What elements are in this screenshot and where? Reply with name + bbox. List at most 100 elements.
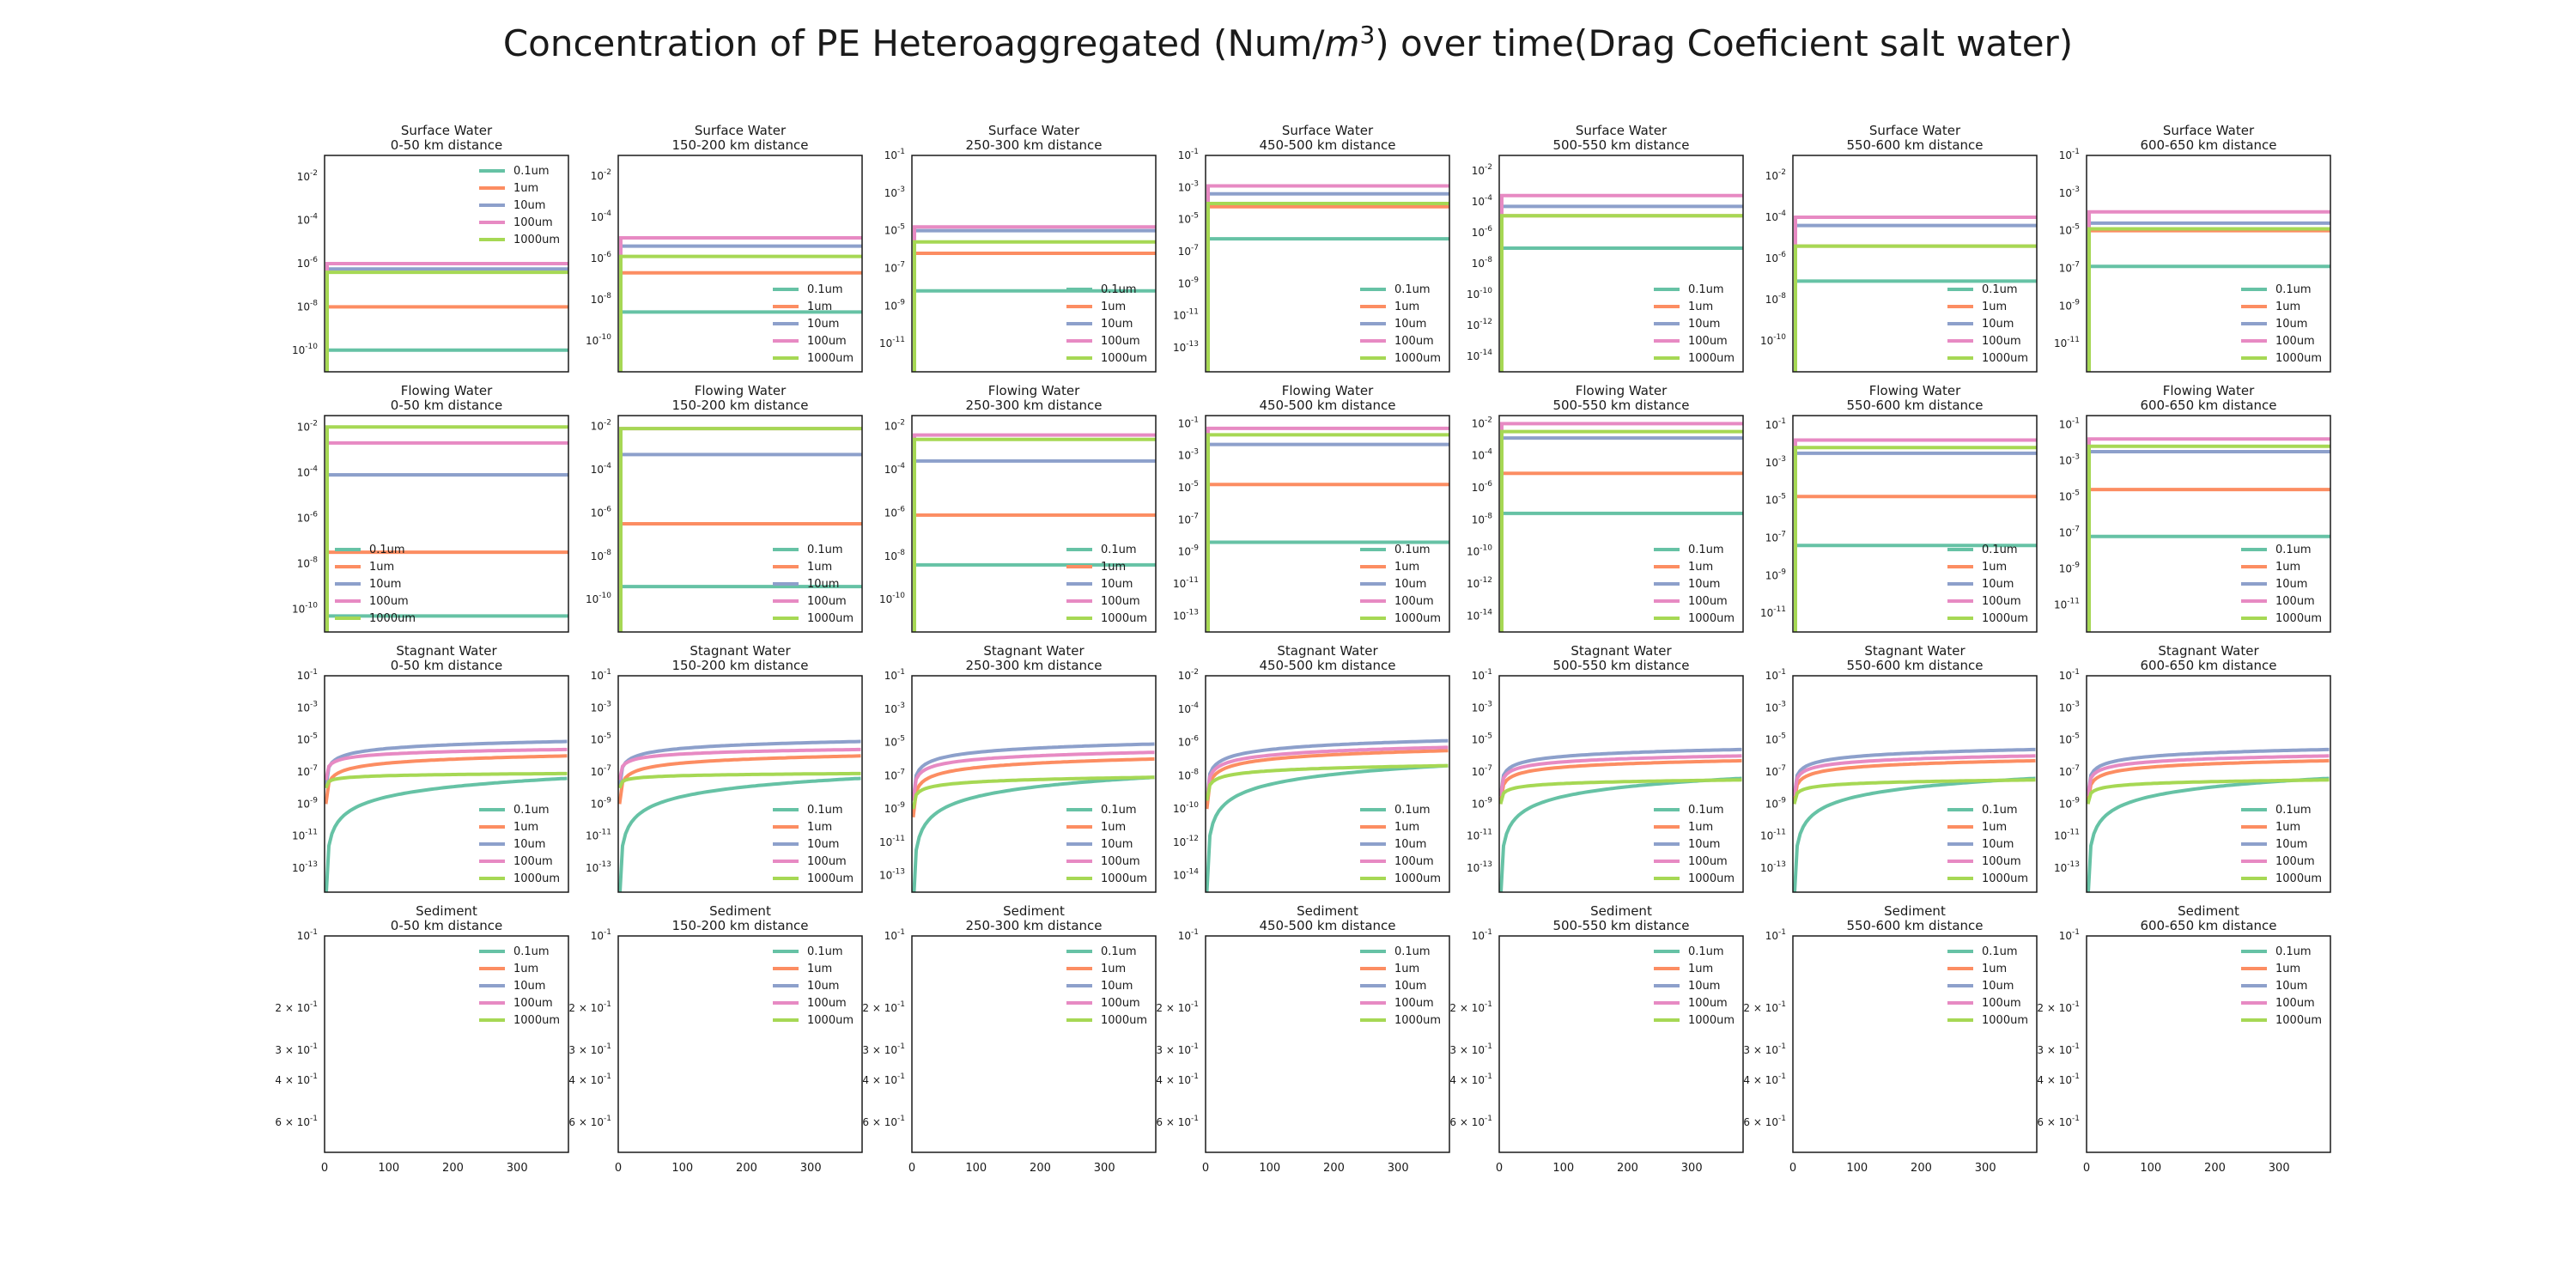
subplot-subtitle: 600-650 km distance: [2140, 918, 2276, 933]
x-tick-label: 300: [2269, 1162, 2290, 1175]
legend-label: 1000um: [1394, 872, 1441, 885]
legend: 0.1um 1um 10um 100um 1000um: [1947, 945, 2028, 1027]
y-tick-label: 2 × 10-1: [862, 1000, 905, 1014]
subplot-title: Surface Water: [1869, 123, 1961, 138]
subplot-subtitle: 150-200 km distance: [671, 398, 808, 413]
series-line-1000um: [618, 254, 862, 372]
y-tick-label: 6 × 10-1: [1156, 1115, 1199, 1128]
legend: 0.1um 1um 10um 100um 1000um: [1947, 283, 2028, 365]
series-line-1000um: [912, 775, 1155, 810]
legend: 0.1um 1um 10um 100um 1000um: [1654, 945, 1735, 1027]
legend-label: 1um: [1394, 561, 1419, 574]
legend-label: 0.1um: [1982, 283, 2018, 296]
legend: 0.1um 1um 10um 100um 1000um: [335, 544, 416, 625]
series-line-100um: [618, 747, 861, 781]
y-tick-label: 10-3: [1472, 700, 1492, 714]
y-tick-label: 10-9: [2059, 562, 2081, 575]
legend: 0.1um 1um 10um 100um 1000um: [1066, 804, 1147, 885]
legend-label: 10um: [513, 980, 545, 993]
legend-label: 100um: [2275, 997, 2315, 1010]
subplot-title: Stagnant Water: [1571, 643, 1672, 659]
series-line-1um: [325, 305, 568, 372]
legend-label: 0.1um: [807, 804, 843, 817]
y-tick-label: 10-5: [1178, 212, 1199, 226]
y-tick-label: 10-1: [297, 668, 318, 682]
series-line-1000um: [1206, 763, 1449, 801]
legend: 0.1um 1um 10um 100um 1000um: [1360, 283, 1441, 365]
legend-label: 1um: [1688, 561, 1713, 574]
y-tick-label: 10-8: [591, 549, 612, 562]
legend: 0.1um 1um 10um 100um 1000um: [1360, 544, 1441, 625]
y-tick-label: 10-1: [1472, 928, 1492, 942]
legend-label: 0.1um: [1688, 283, 1724, 296]
legend-label: 10um: [1688, 838, 1720, 851]
axes-frame: [2086, 675, 2331, 893]
axes-frame: [1498, 935, 1744, 1153]
x-tick-label: 200: [1030, 1162, 1051, 1175]
y-tick-label: 10-1: [1178, 148, 1199, 161]
y-tick-label: 10-11: [1760, 829, 1786, 842]
y-tick-label: 10-5: [1472, 732, 1492, 746]
series-line-1000um: [1499, 778, 1742, 805]
legend-label: 1000um: [1101, 1014, 1147, 1027]
y-tick-label: 10-4: [591, 462, 612, 476]
series-line-100um: [1499, 754, 1742, 797]
subplot-subtitle: 550-600 km distance: [1846, 398, 1983, 413]
legend-label: 1000um: [807, 352, 854, 365]
x-tick-label: 100: [378, 1162, 399, 1175]
x-tick-label: 0: [1496, 1162, 1503, 1175]
legend-label: 1000um: [807, 612, 854, 625]
subplot-title: Flowing Water: [988, 383, 1080, 398]
legend-label: 1um: [513, 963, 538, 975]
x-tick-label: 200: [736, 1162, 757, 1175]
y-tick-label: 10-14: [1173, 868, 1199, 882]
subplot-title: Stagnant Water: [396, 643, 497, 659]
y-tick-label: 10-11: [2054, 336, 2080, 349]
legend-label: 1um: [1101, 963, 1126, 975]
y-tick-label: 10-13: [1467, 860, 1492, 874]
y-tick-label: 10-7: [1765, 530, 1786, 544]
subplot-subtitle: 450-500 km distance: [1259, 918, 1395, 933]
y-tick-label: 2 × 10-1: [1743, 1000, 1786, 1014]
legend-label: 10um: [1101, 838, 1133, 851]
y-tick-label: 10-10: [1467, 287, 1492, 301]
y-tick-label: 10-11: [1173, 308, 1199, 322]
y-tick-label: 10-4: [1472, 448, 1493, 462]
y-tick-label: 2 × 10-1: [568, 1000, 611, 1014]
subplot-title: Stagnant Water: [690, 643, 791, 659]
series-line-10um: [325, 267, 568, 372]
legend-label: 100um: [2275, 855, 2315, 868]
series-line-1000um: [912, 240, 1156, 372]
y-tick-label: 6 × 10-1: [862, 1115, 905, 1128]
y-tick-label: 10-12: [1467, 576, 1492, 590]
subplot-subtitle: 0-50 km distance: [391, 398, 502, 413]
series-line-0.1um: [325, 614, 568, 632]
subplot-subtitle: 550-600 km distance: [1846, 918, 1983, 933]
y-tick-label: 10-2: [884, 419, 905, 433]
legend-label: 1000um: [1101, 612, 1147, 625]
x-tick-label: 300: [507, 1162, 528, 1175]
y-tick-label: 10-1: [1765, 417, 1786, 431]
series-line-1000um: [1206, 202, 1449, 372]
series-line-10um: [1206, 738, 1449, 801]
y-tick-label: 10-8: [1178, 768, 1200, 781]
y-tick-label: 10-10: [292, 601, 318, 615]
y-tick-label: 10-3: [2059, 185, 2080, 199]
subplot-title: Sediment: [416, 903, 477, 919]
legend-label: 0.1um: [513, 165, 550, 178]
subplot-title: Flowing Water: [401, 383, 493, 398]
x-tick-label: 300: [1681, 1162, 1703, 1175]
series-line-100um: [1206, 745, 1449, 801]
y-tick-label: 10-5: [591, 732, 611, 746]
legend-label: 1000um: [1688, 872, 1735, 885]
legend: 0.1um 1um 10um 100um 1000um: [479, 945, 560, 1027]
legend-label: 100um: [1688, 335, 1728, 348]
y-tick-label: 10-13: [879, 868, 905, 882]
axes-frame: [1792, 935, 2038, 1153]
axes-frame: [1205, 935, 1450, 1153]
legend-label: 0.1um: [1982, 804, 2018, 817]
